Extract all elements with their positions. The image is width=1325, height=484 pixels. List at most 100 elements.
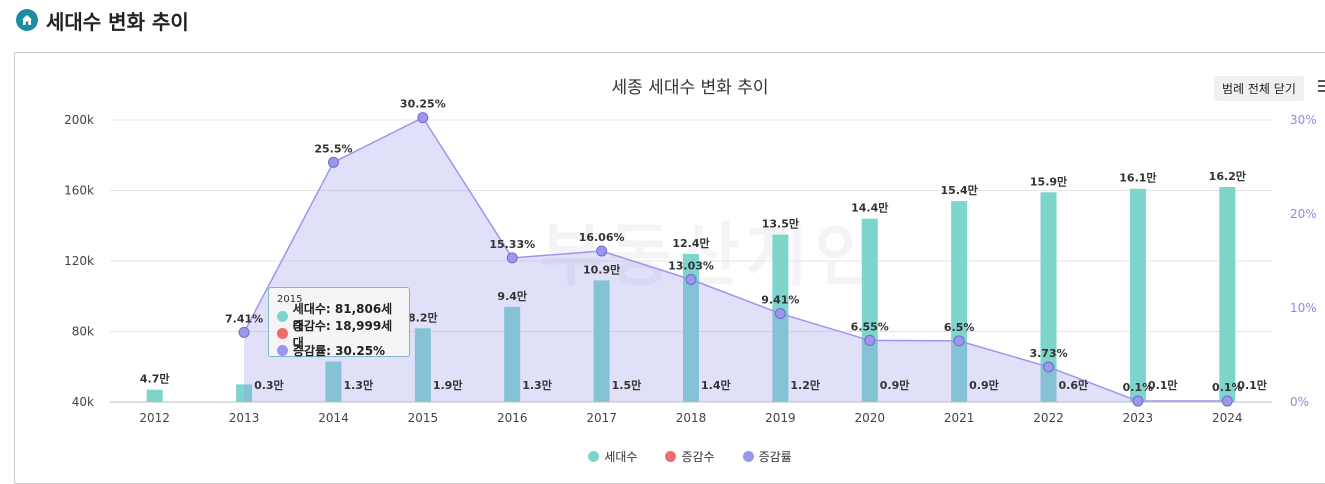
data-label-households: 9.4만: [497, 289, 527, 303]
y-left-tick-label: 160k: [64, 184, 94, 198]
data-label-change-rate: 25.5%: [314, 142, 352, 155]
bar-households: [414, 328, 431, 402]
y-left-tick-label: 120k: [64, 254, 94, 268]
bar-households: [236, 384, 253, 402]
point-change-rate: [685, 274, 697, 286]
x-tick-label: 2023: [1123, 411, 1154, 425]
data-label-change-rate: 6.55%: [851, 320, 889, 333]
bar-households: [951, 201, 968, 402]
point-change-rate: [1221, 395, 1233, 407]
bar-households: [1219, 186, 1236, 402]
legend-change-count-icon: [665, 451, 677, 462]
bar-households: [146, 389, 163, 402]
households-dot-icon: [277, 311, 288, 322]
data-label-change-count: 1.3만: [343, 378, 373, 392]
menu-icon[interactable]: [1318, 80, 1325, 94]
data-label-change-count: 1.3만: [522, 378, 552, 392]
chart-panel: [14, 52, 1325, 484]
x-tick-label: 2016: [497, 411, 528, 425]
bar-households: [1129, 188, 1146, 402]
point-change-rate: [506, 252, 518, 264]
legend-households-icon: [588, 451, 600, 462]
bar-households: [325, 361, 342, 402]
x-tick-label: 2018: [676, 411, 707, 425]
data-label-change-rate: 9.41%: [761, 294, 799, 307]
line-change-rate: [243, 116, 1228, 402]
data-label-change-count: 0.9만: [969, 378, 999, 392]
chart-title: 세종 세대수 변화 추이: [611, 78, 769, 98]
data-label-change-count: 0.1만: [1148, 378, 1178, 392]
tooltip-change-rate: 증감률: 30.25%: [293, 344, 386, 358]
point-change-rate: [417, 112, 429, 124]
point-change-rate: [864, 334, 876, 346]
point-change-rate: [1043, 361, 1055, 373]
data-label-change-count: 1.4만: [701, 378, 731, 392]
legend-item-households[interactable]: 세대수: [588, 448, 637, 465]
data-label-change-count: 1.5만: [612, 378, 642, 392]
data-label-change-rate: 13.03%: [668, 260, 714, 273]
point-change-rate: [596, 245, 608, 257]
tooltip-households: 세대수: 81,806세대: [292, 301, 393, 333]
data-label-households: 14.4만: [851, 201, 888, 215]
y-right-tick-label: 20%: [1290, 207, 1317, 221]
legend-households-label: 세대수: [604, 450, 638, 464]
data-label-change-rate: 7.41%: [225, 312, 263, 325]
page-title: 세대수 변화 추이: [46, 9, 189, 34]
data-label-change-rate: 15.33%: [489, 238, 535, 251]
legend-change-rate-icon: [742, 451, 754, 462]
data-label-change-count: 1.9만: [433, 378, 463, 392]
point-change-rate: [953, 335, 965, 347]
home-icon: [16, 9, 38, 31]
data-label-households: 12.4만: [672, 236, 709, 250]
x-tick-label: 2013: [229, 411, 260, 425]
x-tick-label: 2020: [854, 411, 885, 425]
data-label-change-rate: 30.25%: [400, 98, 446, 111]
x-tick-label: 2012: [139, 411, 170, 425]
data-label-change-rate: 0.1%: [1212, 381, 1243, 394]
legend-change-rate-label: 증감률: [758, 450, 792, 464]
data-label-households: 13.5만: [762, 217, 799, 231]
change-rate-dot-icon: [277, 345, 288, 356]
y-right-tick-label: 0%: [1290, 395, 1309, 409]
bar-households: [593, 280, 610, 402]
bar-households: [861, 218, 878, 402]
tooltip-year: 2015: [277, 294, 303, 305]
data-label-households: 15.4만: [941, 183, 978, 197]
x-tick-label: 2015: [408, 411, 439, 425]
point-change-rate: [774, 308, 786, 320]
x-tick-label: 2024: [1212, 411, 1243, 425]
legend-item-change-rate[interactable]: 증감률: [742, 448, 792, 465]
y-right-tick-label: 10%: [1290, 301, 1317, 315]
x-tick-label: 2017: [586, 411, 617, 425]
legend-change-count-label: 증감수: [681, 450, 715, 464]
data-label-households: 16.1만: [1119, 171, 1156, 185]
y-left-tick-label: 80k: [72, 325, 94, 339]
data-label-households: 8.2만: [408, 310, 438, 324]
data-label-change-count: 0.1만: [1237, 378, 1267, 392]
x-tick-label: 2019: [765, 411, 796, 425]
point-change-rate: [238, 326, 250, 338]
y-right-tick-label: 30%: [1290, 113, 1317, 127]
data-label-change-rate: 3.73%: [1029, 347, 1067, 360]
data-label-households: 10.9만: [583, 262, 620, 276]
y-left-tick-label: 40k: [72, 395, 94, 409]
legend-toggle-button[interactable]: 범례 전체 닫기: [1214, 76, 1304, 101]
data-label-change-count: 0.9만: [880, 378, 910, 392]
point-change-rate: [327, 156, 339, 168]
page-header: 세대수 변화 추이: [16, 6, 189, 34]
bar-households: [683, 253, 699, 402]
data-label-change-rate: 0.1%: [1123, 381, 1154, 394]
y-left-tick-label: 200k: [64, 113, 94, 127]
chart-svg: 40k 80k 120k 160k 200k 0% 10% 20% 30% 2012 2013 201…: [64, 98, 1317, 425]
tooltip-change-count: 증감수: 18,999세대: [292, 318, 393, 350]
x-tick-label: 2021: [944, 411, 975, 425]
data-label-households: 4.7만: [140, 372, 170, 386]
bar-households: [504, 306, 521, 402]
point-change-rate: [1132, 395, 1144, 407]
area-change-rate: [244, 117, 1228, 403]
data-label-households: 16.2만: [1209, 169, 1246, 183]
data-label-change-count: 0.6만: [1059, 378, 1089, 392]
legend-item-change-count[interactable]: 증감수: [665, 448, 715, 465]
x-tick-label: 2014: [318, 411, 349, 425]
data-label-change-count: 1.2만: [790, 378, 820, 392]
